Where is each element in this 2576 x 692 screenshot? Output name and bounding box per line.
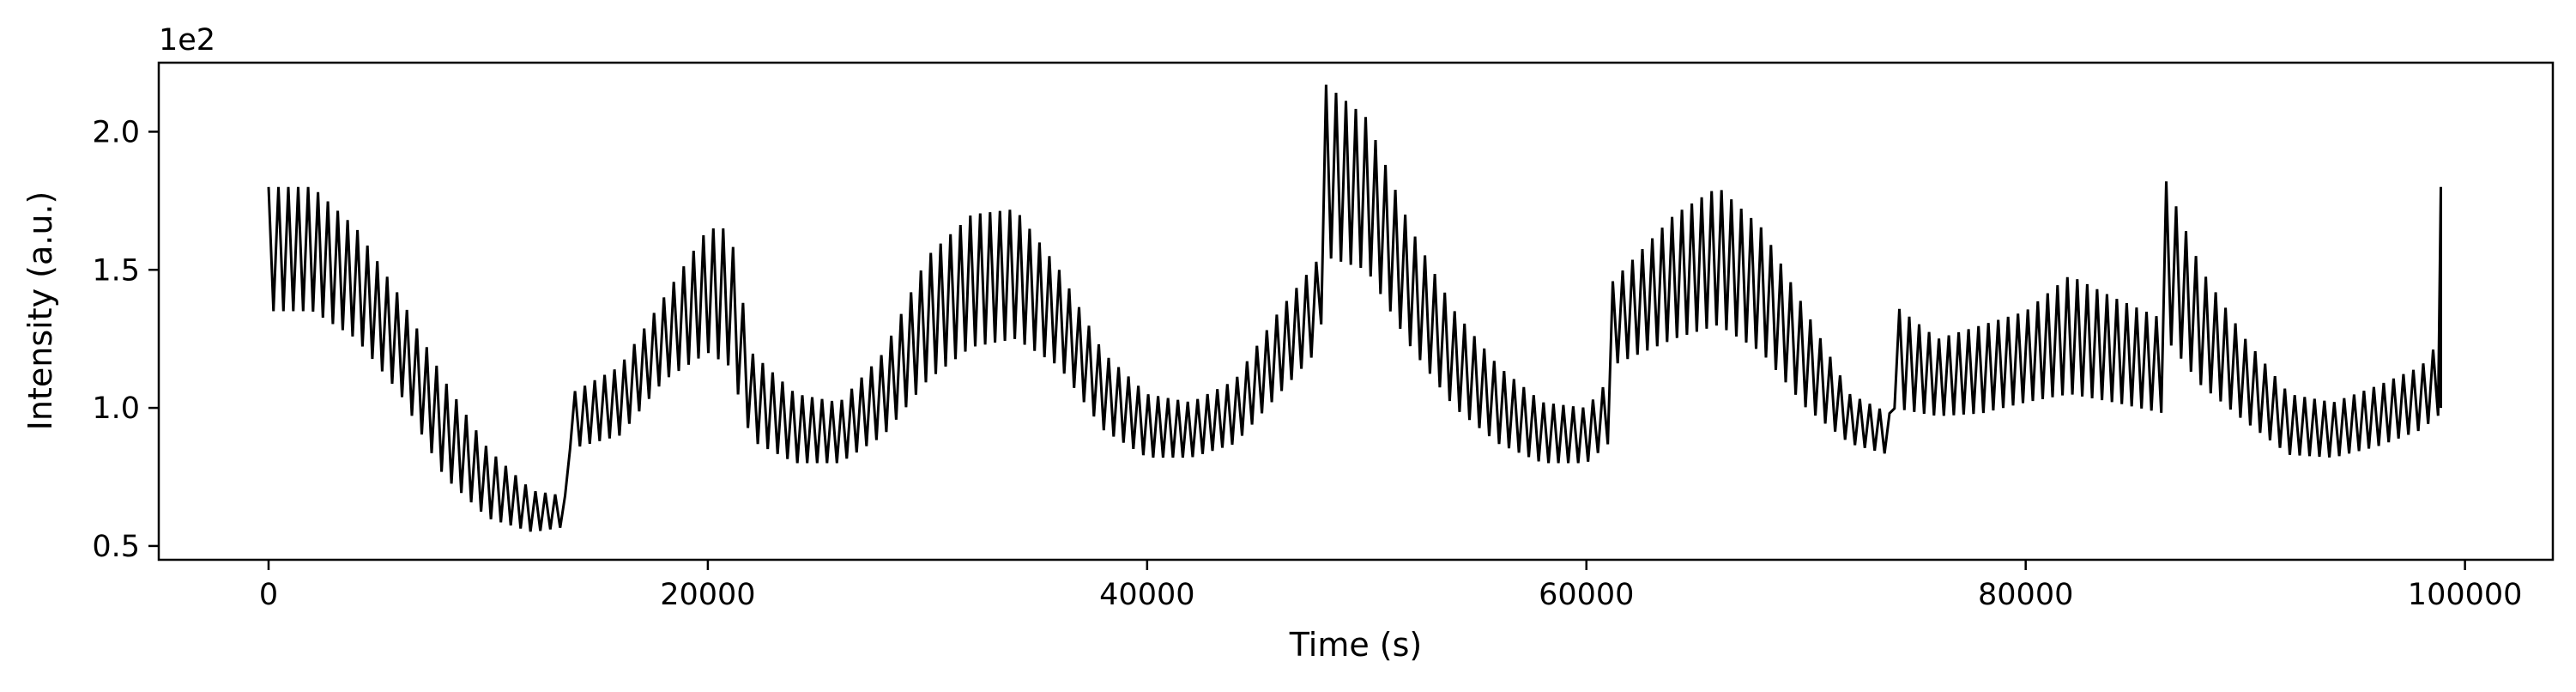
y-tick-label: 1.0 xyxy=(92,392,140,426)
x-tick-label: 100000 xyxy=(2408,578,2523,612)
plot-area xyxy=(157,61,2555,561)
x-tick-label: 0 xyxy=(259,578,278,612)
axes-frame xyxy=(157,61,2555,561)
x-axis-label: Time (s) xyxy=(1289,626,1423,664)
x-tick-label: 20000 xyxy=(660,578,755,612)
x-axis: 0 20000 40000 60000 80000 100000 xyxy=(259,560,2523,612)
x-tick-label: 40000 xyxy=(1099,578,1194,612)
y-tick-label: 0.5 xyxy=(92,530,140,564)
x-tick-label: 80000 xyxy=(1978,578,2073,612)
y-axis-label: Intensity (a.u.) xyxy=(21,191,59,431)
y-axis: 0.5 1.0 1.5 2.0 xyxy=(92,115,159,564)
y-tick-label: 1.5 xyxy=(92,253,140,288)
y-tick-label: 2.0 xyxy=(92,115,140,149)
intensity-series-line xyxy=(267,84,2442,532)
y-offset-label: 1e2 xyxy=(159,23,215,58)
x-tick-label: 60000 xyxy=(1539,578,1634,612)
